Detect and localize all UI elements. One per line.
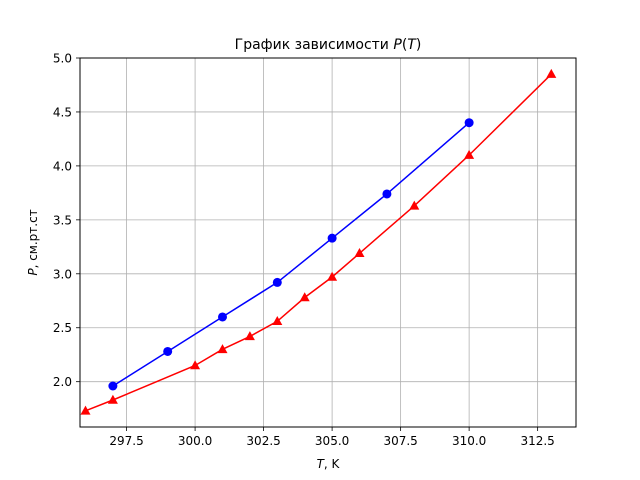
data-point-circle xyxy=(272,277,282,287)
chart-title-var: P xyxy=(393,37,402,53)
x-tick-label: 302.5 xyxy=(246,434,280,448)
data-point-triangle xyxy=(272,316,283,325)
data-point-circle xyxy=(217,312,227,322)
chart-title-open: ( xyxy=(402,37,407,53)
data-series xyxy=(80,68,557,415)
chart-title-close: ) xyxy=(416,37,421,53)
x-tick-label: 312.5 xyxy=(520,434,554,448)
x-tick-label: 297.5 xyxy=(109,434,143,448)
x-tick-label: 300.0 xyxy=(178,434,212,448)
data-point-circle xyxy=(327,233,337,243)
series-line-2 xyxy=(85,73,552,412)
data-point-circle xyxy=(108,381,118,391)
x-tick-label: 305.0 xyxy=(315,434,349,448)
y-tick-label: 4.0 xyxy=(53,159,72,173)
y-tick-label: 4.5 xyxy=(53,105,72,119)
data-point-circle xyxy=(163,346,173,356)
chart-title: График зависимости P(T) xyxy=(235,37,422,53)
data-point-triangle xyxy=(107,394,118,404)
x-tick-label: 310.0 xyxy=(452,434,486,448)
y-tick-label: 5.0 xyxy=(53,52,72,66)
data-point-triangle xyxy=(464,149,475,159)
data-point-triangle xyxy=(217,344,228,354)
data-point-triangle xyxy=(327,271,338,281)
y-axis-label-var: P xyxy=(26,268,40,276)
y-tick-label: 2.5 xyxy=(53,321,72,335)
y-tick-label: 3.0 xyxy=(53,267,72,281)
y-tick-label: 2.0 xyxy=(53,375,72,389)
y-axis-label-unit: , см.рт.ст xyxy=(26,209,40,268)
y-tick-label: 3.5 xyxy=(53,213,72,227)
y-axis-label: P, см.рт.ст xyxy=(26,209,40,275)
x-axis-label: T, K xyxy=(317,457,341,471)
data-point-triangle xyxy=(546,68,557,78)
chart-title-arg: T xyxy=(407,37,417,53)
axes-frame xyxy=(79,57,577,428)
chart-title-prefix: График зависимости xyxy=(235,37,394,53)
data-point-circle xyxy=(464,118,474,128)
data-point-triangle xyxy=(190,360,201,370)
x-tick-label: 307.5 xyxy=(383,434,417,448)
data-point-triangle xyxy=(299,292,310,302)
data-point-triangle xyxy=(80,405,91,415)
axis-ticks: 297.5 300.0 302.5 305.0 307.5 310.0 312.5 2.0 2.… xyxy=(53,52,555,449)
data-point-triangle xyxy=(354,248,365,257)
data-point-circle xyxy=(382,189,392,199)
x-axis-label-var: T xyxy=(317,457,326,471)
data-point-triangle xyxy=(409,200,420,210)
x-axis-label-unit: , K xyxy=(324,457,341,471)
data-point-triangle xyxy=(244,331,255,341)
